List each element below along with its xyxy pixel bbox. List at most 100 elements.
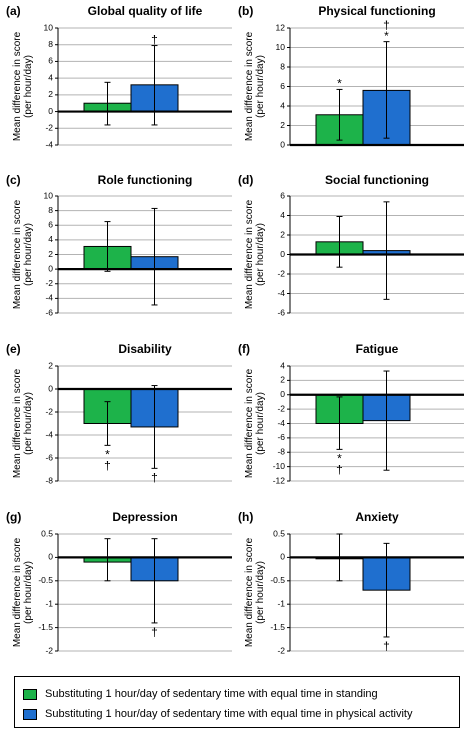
panel-a-tick-label: 6: [48, 56, 53, 66]
panel-f-tick-label: 4: [280, 360, 285, 370]
panel-b-significance-mark: *: [337, 77, 342, 91]
panel-g-tick-label: -0.5: [38, 575, 53, 585]
panel-d-tick-label: -6: [277, 307, 285, 317]
panel-a-title: Global quality of life: [88, 4, 203, 18]
panel-e-significance-mark: †: [151, 471, 158, 485]
panel-b-tick-label: 10: [276, 42, 286, 52]
panel-g-label: (g): [6, 510, 21, 524]
panel-b-ylabel-line-1: (per hour/day): [255, 55, 266, 118]
panel-a-tick-label: 4: [48, 72, 53, 82]
panel-c-tick-label: 10: [44, 190, 54, 200]
panel-b-tick-label: 8: [280, 61, 285, 71]
panel-e-tick-label: 2: [48, 360, 53, 370]
panel-d-label: (d): [238, 173, 253, 187]
panel-g-tick-label: -1.5: [38, 622, 53, 632]
panel-d-tick-label: 6: [280, 190, 285, 200]
panel-c-tick-label: 6: [48, 220, 53, 230]
panel-e-significance-mark: †: [104, 459, 111, 473]
panel-g-ylabel-line-1: (per hour/day): [23, 561, 34, 624]
panel-b-tick-label: 4: [280, 100, 285, 110]
panel-h-significance-mark: †: [383, 639, 390, 653]
panel-d-tick-label: 4: [280, 210, 285, 220]
panel-e-tick-label: -6: [45, 452, 53, 462]
panel-c-tick-label: 4: [48, 234, 53, 244]
panel-f-title: Fatigue: [356, 342, 399, 356]
panel-d-tick-label: 0: [280, 249, 285, 259]
legend-item-physical-activity: Substituting 1 hour/day of sedentary tim…: [23, 706, 412, 722]
panel-c-ylabel-line-0: Mean difference in score: [12, 199, 23, 309]
panel-b-significance-mark: *: [384, 29, 389, 43]
panel-a-tick-label: -2: [45, 123, 53, 133]
panel-f-label: (f): [238, 342, 250, 356]
figure: (a) Global quality of life Mean difference…: [6, 4, 464, 655]
panel-g-tick-label: 0: [48, 552, 53, 562]
panel-h-title: Anxiety: [355, 510, 399, 524]
panel-g-ylabel-line-0: Mean difference in score: [12, 537, 23, 647]
panel-d-ylabel-line-1: (per hour/day): [255, 223, 266, 286]
panel-g-tick-label: -2: [45, 645, 53, 655]
panel-f-ylabel-line-0: Mean difference in score: [244, 368, 255, 478]
panel-c-tick-label: 8: [48, 205, 53, 215]
panel-e-tick-label: -8: [45, 475, 53, 485]
panel-e-tick-label: -4: [45, 429, 53, 439]
panel-c-tick-label: 0: [48, 263, 53, 273]
legend-swatch-physical-activity: [23, 708, 37, 720]
legend-item-standing: Substituting 1 hour/day of sedentary tim…: [23, 686, 378, 702]
panel-b-tick-label: 2: [280, 120, 285, 130]
panel-a-label: (a): [6, 4, 21, 18]
panel-a-ylabel-line-1: (per hour/day): [23, 55, 34, 118]
panel-d-tick-label: 2: [280, 229, 285, 239]
panel-g-significance-mark: †: [151, 625, 158, 639]
panel-b-label: (b): [238, 4, 253, 18]
panel-f-significance-mark: †: [336, 463, 343, 477]
panel-h-tick-label: -0.5: [270, 575, 285, 585]
panel-c-tick-label: -2: [45, 278, 53, 288]
panel-a-tick-label: 8: [48, 39, 53, 49]
panel-f-significance-mark: *: [337, 452, 342, 466]
panel-h-tick-label: -1: [277, 598, 285, 608]
panel-a-tick-label: -4: [45, 139, 53, 149]
panel-b-ylabel-line-0: Mean difference in score: [244, 31, 255, 141]
panel-e-title: Disability: [118, 342, 172, 356]
panel-b-significance-mark: †: [383, 18, 390, 32]
panel-c-ylabel-line-1: (per hour/day): [23, 223, 34, 286]
panel-c-label: (c): [6, 173, 21, 187]
panel-f-tick-label: -10: [273, 461, 286, 471]
panel-e-label: (e): [6, 342, 21, 356]
panel-a-ylabel-line-0: Mean difference in score: [12, 31, 23, 141]
panel-b-tick-label: 0: [280, 139, 285, 149]
panel-a-tick-label: 10: [44, 22, 54, 32]
legend-swatch-standing: [23, 688, 37, 700]
panel-d-title: Social functioning: [325, 173, 429, 187]
panel-c-tick-label: -6: [45, 307, 53, 317]
panel-e-significance-mark: *: [105, 448, 110, 462]
panel-e-tick-label: -2: [45, 406, 53, 416]
panel-g-title: Depression: [112, 510, 177, 524]
panel-b-tick-label: 12: [276, 22, 286, 32]
panel-d-tick-label: -2: [277, 268, 285, 278]
panel-f-tick-label: -12: [273, 475, 286, 485]
panel-h-label: (h): [238, 510, 253, 524]
panel-d-ylabel-line-0: Mean difference in score: [244, 199, 255, 309]
panel-g-tick-label: 0.5: [41, 528, 53, 538]
panel-f-ylabel-line-1: (per hour/day): [255, 392, 266, 455]
panel-f-tick-label: -2: [277, 403, 285, 413]
panel-f-tick-label: -8: [277, 447, 285, 457]
panel-e-tick-label: 0: [48, 383, 53, 393]
panel-h-tick-label: 0.5: [273, 528, 285, 538]
panel-h-ylabel-line-0: Mean difference in score: [244, 537, 255, 647]
panel-e-ylabel-line-1: (per hour/day): [23, 392, 34, 455]
panel-f-tick-label: -4: [277, 418, 285, 428]
panel-f-tick-label: 2: [280, 375, 285, 385]
panel-a-tick-label: 0: [48, 106, 53, 116]
legend-label-standing: Substituting 1 hour/day of sedentary tim…: [45, 688, 378, 700]
panel-b-title: Physical functioning: [318, 4, 435, 18]
panel-a-tick-label: 2: [48, 89, 53, 99]
panel-h-tick-label: 0: [280, 552, 285, 562]
legend-label-physical-activity: Substituting 1 hour/day of sedentary tim…: [45, 708, 413, 720]
panel-h-tick-label: -1.5: [270, 622, 285, 632]
panel-d-tick-label: -4: [277, 288, 285, 298]
panel-b-tick-label: 6: [280, 81, 285, 91]
panel-e-ylabel-line-0: Mean difference in score: [12, 368, 23, 478]
panel-a-significance-mark: †: [151, 33, 158, 47]
